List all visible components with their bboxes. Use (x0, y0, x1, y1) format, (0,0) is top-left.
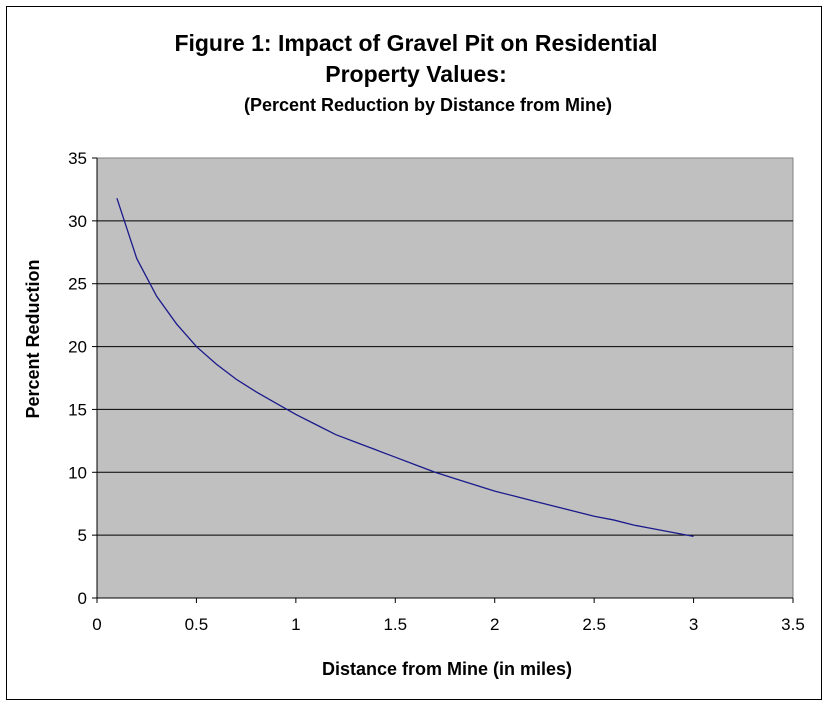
y-tick-label: 5 (78, 526, 87, 545)
y-tick-labels: 0 5 10 15 20 25 30 35 (68, 149, 97, 608)
x-tick-label: 0.5 (185, 615, 209, 634)
x-tick-label: 0 (92, 615, 101, 634)
y-tick-label: 15 (68, 400, 87, 419)
x-tick-label: 2 (490, 615, 499, 634)
y-tick-label: 0 (78, 589, 87, 608)
plot-area (96, 157, 794, 599)
y-tick-label: 30 (68, 212, 87, 231)
x-tick-label: 3.5 (781, 615, 805, 634)
x-tick-label: 1 (291, 615, 300, 634)
y-tick-label: 10 (68, 463, 87, 482)
chart-subtitle: (Percent Reduction by Distance from Mine… (244, 95, 612, 115)
series-line (116, 198, 694, 538)
axes (96, 158, 793, 599)
x-tick-label: 1.5 (383, 615, 407, 634)
y-tick-label: 20 (68, 338, 87, 357)
chart-title-line2: Property Values: (325, 61, 507, 87)
y-tick-label: 25 (68, 275, 87, 294)
y-axis-label: Percent Reduction (23, 259, 43, 418)
x-tick-labels: 0 0.5 1 1.5 2 2.5 3 3.5 (92, 598, 805, 634)
gridlines (97, 220, 793, 536)
chart-frame: Figure 1: Impact of Gravel Pit on Reside… (6, 6, 822, 700)
line-chart: Figure 1: Impact of Gravel Pit on Reside… (23, 30, 805, 679)
x-axis-label: Distance from Mine (in miles) (322, 659, 572, 679)
x-tick-label: 3 (689, 615, 698, 634)
y-tick-label: 35 (68, 149, 87, 168)
x-tick-label: 2.5 (582, 615, 606, 634)
chart-title-line1: Figure 1: Impact of Gravel Pit on Reside… (174, 30, 657, 56)
